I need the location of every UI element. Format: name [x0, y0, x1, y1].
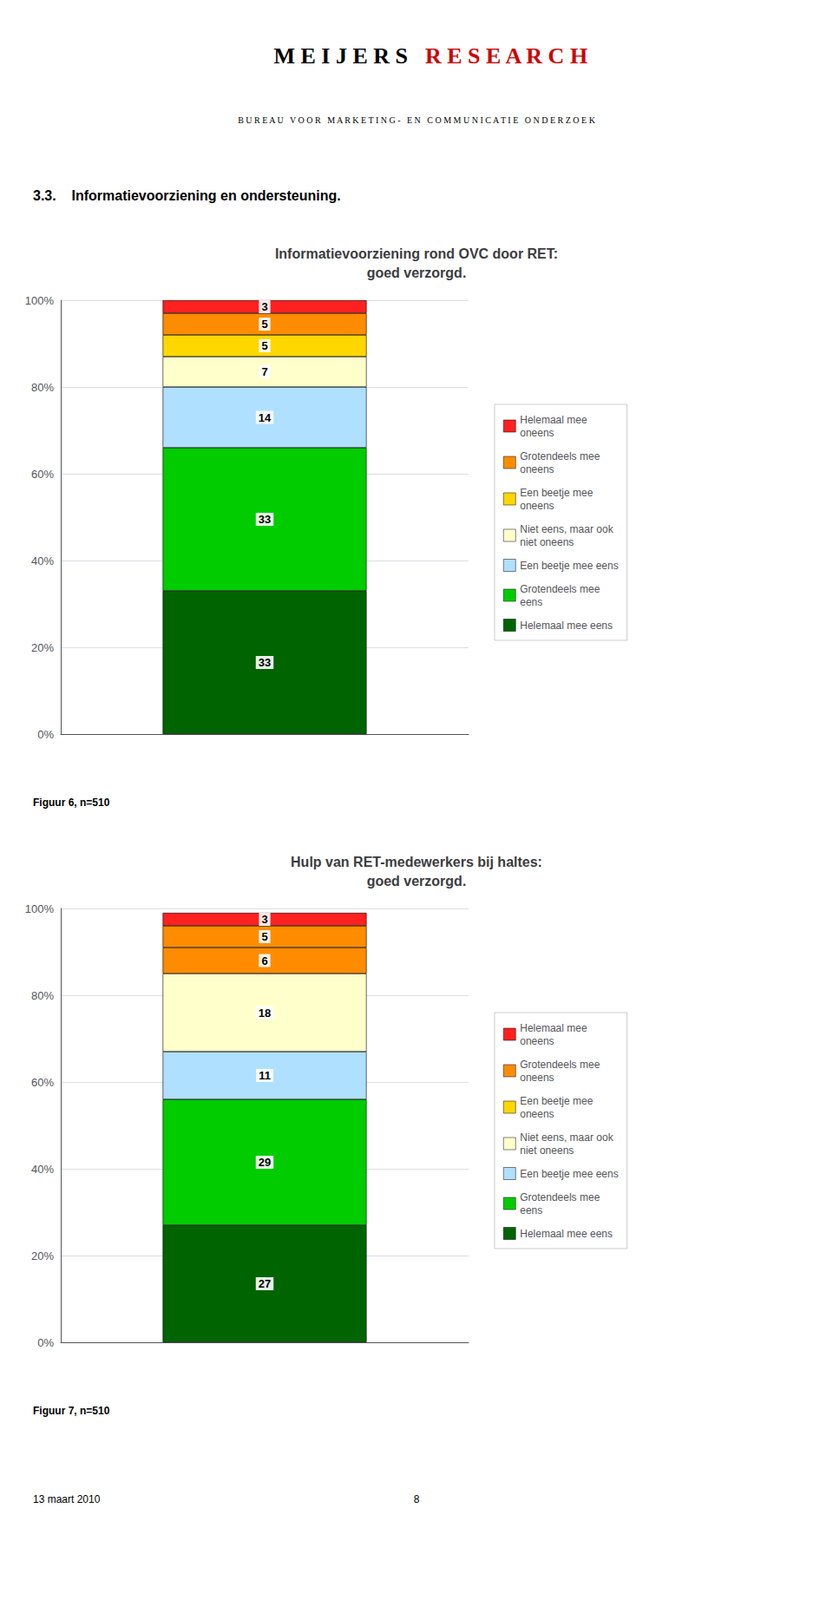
svg-text:60%: 60% — [31, 467, 54, 481]
svg-text:eens: eens — [519, 1204, 543, 1217]
svg-text:niet oneens: niet oneens — [519, 1144, 574, 1157]
svg-text:27: 27 — [258, 1277, 271, 1291]
svg-text:Helemaal mee: Helemaal mee — [519, 1022, 588, 1035]
svg-text:M E I J E R S: M E I J E R S — [273, 43, 408, 69]
svg-text:Helemaal mee: Helemaal mee — [519, 413, 588, 427]
svg-text:Figuur 7, n=510: Figuur 7, n=510 — [32, 1404, 111, 1417]
svg-text:5: 5 — [261, 317, 268, 331]
svg-text:11: 11 — [258, 1069, 271, 1083]
svg-text:3.3. Informatievoorziening: 3.3. Informatievoorziening en ondersteun… — [32, 188, 342, 204]
svg-text:Een beetje mee: Een beetje mee — [519, 1095, 593, 1108]
svg-text:Grotendeels mee: Grotendeels mee — [519, 1191, 600, 1204]
svg-text:Een beetje mee: Een beetje mee — [519, 486, 593, 499]
svg-text:oneens: oneens — [519, 1071, 554, 1084]
svg-text:Niet eens, maar ook: Niet eens, maar ook — [519, 523, 614, 536]
svg-text:Helemaal mee eens: Helemaal mee eens — [519, 619, 613, 632]
svg-text:goed verzorgd.: goed verzorgd. — [367, 873, 467, 889]
svg-text:20%: 20% — [31, 1249, 54, 1263]
svg-text:Hulp van RET-medewerkers bij h: Hulp van RET-medewerkers bij haltes: — [290, 854, 543, 870]
svg-text:7: 7 — [261, 365, 268, 379]
svg-text:0%: 0% — [37, 728, 54, 742]
svg-text:5: 5 — [261, 930, 268, 944]
svg-text:100%: 100% — [25, 902, 55, 916]
svg-text:20%: 20% — [31, 641, 54, 655]
svg-text:oneens: oneens — [519, 499, 554, 512]
svg-text:13 maart 2010: 13 maart 2010 — [32, 1493, 101, 1506]
svg-text:oneens: oneens — [519, 1108, 554, 1121]
svg-text:Figuur 6, n=510: Figuur 6, n=510 — [32, 796, 111, 809]
svg-text:6: 6 — [261, 954, 268, 968]
svg-text:0%: 0% — [37, 1336, 54, 1350]
svg-text:40%: 40% — [31, 1162, 54, 1176]
svg-text:Informatievoorziening rond OVC: Informatievoorziening rond OVC door RET: — [275, 246, 558, 262]
svg-text:Grotendeels mee: Grotendeels mee — [519, 1058, 600, 1071]
svg-text:oneens: oneens — [519, 463, 554, 476]
svg-text:Een beetje mee eens: Een beetje mee eens — [519, 1167, 618, 1181]
svg-text:40%: 40% — [31, 554, 54, 568]
svg-text:8: 8 — [413, 1493, 420, 1506]
svg-text:3: 3 — [261, 912, 268, 926]
svg-text:R E S E A R C H: R E S E A R C H — [425, 43, 588, 69]
svg-text:60%: 60% — [31, 1075, 54, 1089]
svg-text:Grotendeels mee: Grotendeels mee — [519, 583, 600, 596]
svg-text:Niet eens, maar ook: Niet eens, maar ook — [519, 1131, 614, 1144]
svg-text:niet oneens: niet oneens — [519, 536, 574, 549]
svg-text:3: 3 — [261, 300, 268, 314]
svg-text:goed verzorgd.: goed verzorgd. — [367, 265, 467, 281]
svg-text:33: 33 — [258, 512, 271, 526]
svg-text:B U R E A U V O O R M A R: B U R E A U V O O R M A R K E T I N G - … — [237, 115, 596, 125]
svg-text:oneens: oneens — [519, 426, 554, 440]
svg-text:29: 29 — [258, 1155, 271, 1169]
svg-text:eens: eens — [519, 596, 543, 609]
svg-text:Helemaal mee eens: Helemaal mee eens — [519, 1227, 613, 1240]
svg-text:5: 5 — [261, 339, 268, 353]
svg-text:100%: 100% — [25, 294, 55, 308]
svg-text:33: 33 — [258, 655, 271, 670]
svg-text:18: 18 — [258, 1006, 271, 1020]
svg-text:14: 14 — [258, 411, 272, 425]
svg-text:oneens: oneens — [519, 1035, 554, 1048]
svg-text:Grotendeels mee: Grotendeels mee — [519, 450, 600, 463]
svg-text:80%: 80% — [31, 989, 54, 1003]
svg-text:80%: 80% — [31, 380, 54, 394]
svg-text:Een beetje mee eens: Een beetje mee eens — [519, 559, 618, 572]
